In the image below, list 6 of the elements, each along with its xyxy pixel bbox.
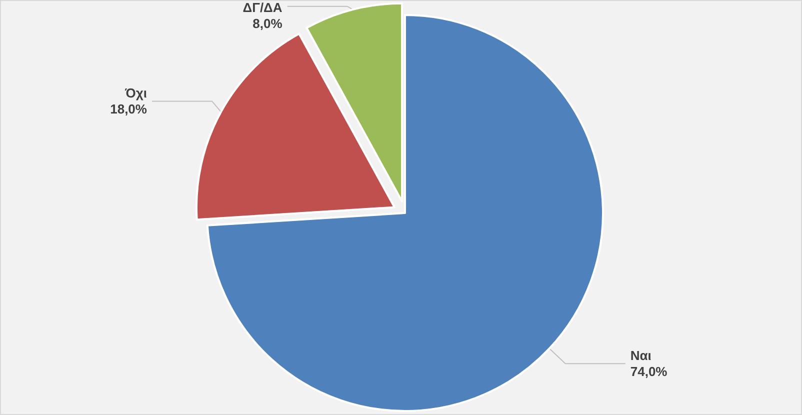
slice-label: Όχι [124,86,148,101]
slice-label: Ναι [630,348,652,364]
data-label: 8,0% [252,16,283,31]
slice-label: ΔΓ/ΔΑ [242,0,283,15]
data-label: 18,0% [110,102,148,117]
data-label: 74,0% [630,364,668,380]
